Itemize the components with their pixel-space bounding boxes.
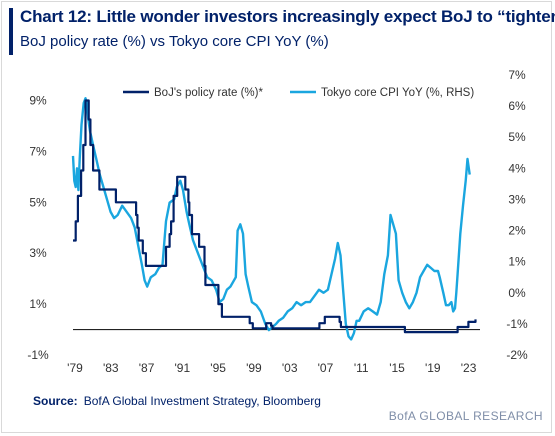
series-line-tokyo-core-cpi bbox=[71, 97, 471, 341]
y-right-tick-label: 3% bbox=[508, 192, 526, 206]
y-right-tick-label: 1% bbox=[508, 255, 526, 269]
legend-label: Tokyo core CPI YoY (%, RHS) bbox=[321, 87, 474, 99]
y-left-tick-label: -1% bbox=[27, 348, 49, 362]
title-accent-bar bbox=[9, 8, 13, 55]
y-left-tick-label: 9% bbox=[29, 93, 47, 107]
brand-footer: BofA GLOBAL RESEARCH bbox=[388, 409, 543, 423]
x-tick-label: '87 bbox=[139, 361, 155, 375]
chart-subtitle: BoJ policy rate (%) vs Tokyo core CPI Yo… bbox=[20, 33, 329, 50]
y-left-tick-label: 3% bbox=[29, 246, 47, 260]
legend-label: BoJ's policy rate (%)* bbox=[154, 87, 263, 99]
x-tick-label: '83 bbox=[103, 361, 119, 375]
x-tick-label: '91 bbox=[175, 361, 191, 375]
x-tick-label: '15 bbox=[389, 361, 405, 375]
source-note: Source: BofA Global Investment Strategy, … bbox=[33, 394, 321, 408]
x-tick-label: '03 bbox=[282, 361, 298, 375]
x-tick-label: '95 bbox=[210, 361, 226, 375]
y-right-tick-label: 0% bbox=[508, 286, 526, 300]
x-tick-label: '07 bbox=[318, 361, 334, 375]
y-right-tick-label: 7% bbox=[508, 68, 526, 82]
source-label: Source: bbox=[33, 394, 78, 408]
chart-title: Chart 12: Little wonder investors increa… bbox=[20, 7, 555, 26]
y-right-tick-label: -2% bbox=[506, 348, 528, 362]
series-line-boj-policy-rate bbox=[73, 99, 477, 334]
x-tick-label: '19 bbox=[425, 361, 441, 375]
x-tick-label: '11 bbox=[354, 361, 369, 375]
y-right-tick-label: 4% bbox=[508, 161, 526, 175]
y-right-tick-label: 2% bbox=[508, 224, 526, 238]
y-left-tick-label: 1% bbox=[29, 297, 47, 311]
x-tick-label: '79 bbox=[67, 361, 83, 375]
y-left-tick-label: 7% bbox=[29, 144, 47, 158]
y-right-tick-label: -1% bbox=[506, 317, 528, 331]
y-left-tick-label: 5% bbox=[29, 195, 47, 209]
x-tick-label: '23 bbox=[461, 361, 477, 375]
y-right-tick-label: 5% bbox=[508, 130, 526, 144]
source-text: BofA Global Investment Strategy, Bloombe… bbox=[83, 394, 321, 408]
x-tick-label: '99 bbox=[246, 361, 262, 375]
y-right-tick-label: 6% bbox=[508, 99, 526, 113]
